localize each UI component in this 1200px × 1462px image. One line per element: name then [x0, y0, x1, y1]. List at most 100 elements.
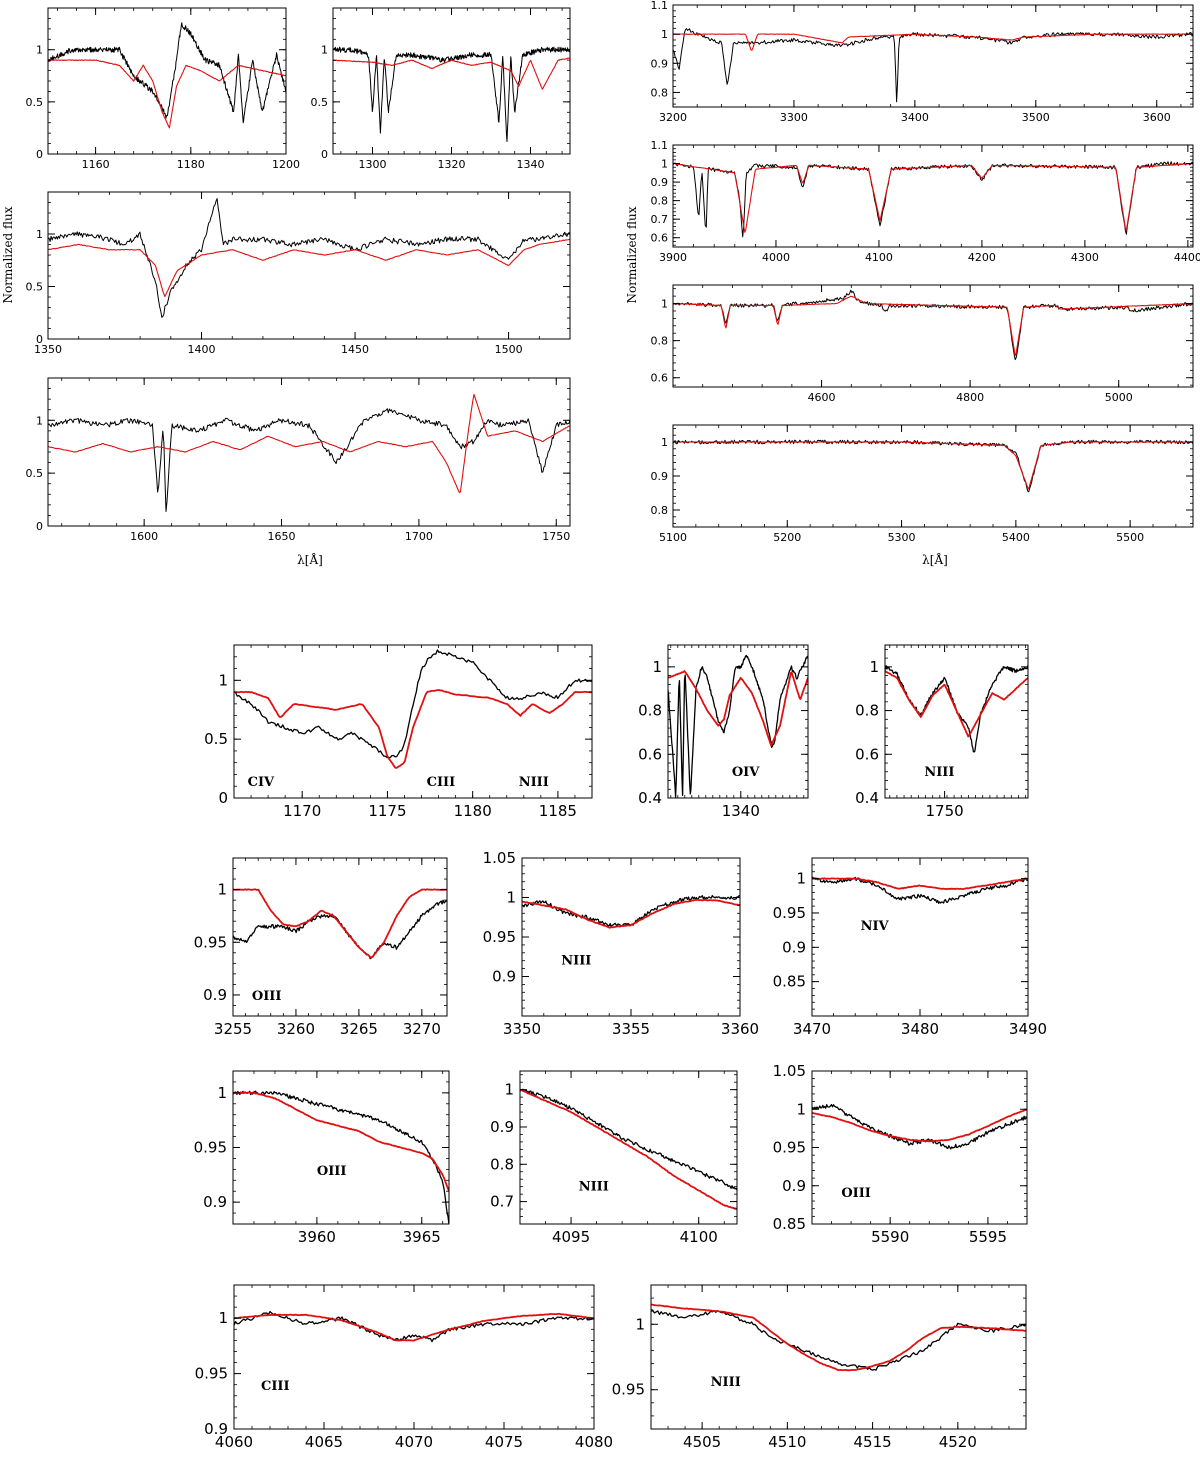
y-tick-label: 0.95 [773, 904, 806, 922]
model-spectrum-line [522, 898, 740, 929]
y-tick-label: 0.95 [194, 933, 227, 951]
panel-z-3265: 3255 3260 3265 3270 0.9 0.95 1 OIII [194, 857, 448, 1038]
panel-frame [47, 377, 571, 527]
model-spectrum-line [673, 162, 1193, 233]
panel-opt-c: 4600 4800 5000 0.6 0.8 1 [651, 284, 1194, 404]
panel-series [812, 876, 1028, 904]
observed-spectrum-line [885, 664, 1028, 753]
y-tick-label: 0.8 [651, 504, 669, 517]
model-spectrum-line [673, 33, 1193, 51]
panel-series [673, 28, 1193, 103]
x-tick-label: 4400 [1174, 251, 1200, 264]
x-tick-label: 3200 [659, 111, 687, 124]
panel-frame [667, 644, 809, 799]
y-tick-label: 0.95 [773, 1139, 806, 1157]
x-tick-label: 3600 [1143, 111, 1171, 124]
x-tick-label: 3300 [780, 111, 808, 124]
x-tick-label: 5300 [888, 531, 916, 544]
y-tick-label: 1 [661, 158, 668, 171]
observed-spectrum-line [234, 1310, 594, 1343]
y-tick-label: 0.5 [26, 281, 44, 294]
x-tick-label: 1340 [517, 158, 545, 171]
panel-frame [672, 4, 1194, 108]
panel-series [673, 439, 1193, 493]
x-tick-label: 4065 [305, 1433, 343, 1451]
y-tick-label: 1 [796, 1100, 806, 1118]
x-tick-label: 5100 [659, 531, 687, 544]
x-tick-label: 1300 [359, 158, 387, 171]
x-tick-label: 1450 [341, 343, 369, 356]
y-tick-label: 1 [217, 881, 227, 899]
y-tick-label: 0.5 [26, 96, 44, 109]
model-spectrum-line [812, 877, 1028, 891]
x-tick-label: 1180 [454, 802, 492, 820]
x-tick-label: 3260 [277, 1020, 315, 1038]
model-spectrum-line [673, 295, 1193, 357]
model-spectrum-line [48, 59, 286, 129]
panel-series [48, 198, 570, 318]
panel-z-5592: 5590 5595 0.85 0.9 0.95 1 1.05 OIII [773, 1062, 1028, 1246]
observed-spectrum-line [333, 46, 570, 142]
spectral-line-label: CIV [248, 775, 275, 790]
y-tick-label: 1 [506, 889, 516, 907]
x-tick-label: 4505 [683, 1433, 721, 1451]
observed-spectrum-line [48, 198, 570, 318]
x-tick-label: 1160 [82, 158, 110, 171]
x-tick-label: 3360 [721, 1020, 759, 1038]
y-tick-label: 0.5 [26, 467, 44, 480]
observed-spectrum-line [673, 439, 1193, 493]
spectral-line-label: NIV [861, 919, 890, 934]
x-tick-label: 4100 [865, 251, 893, 264]
y-tick-label: 0.9 [492, 968, 516, 986]
y-tick-label: 0.85 [773, 973, 806, 991]
x-tick-label: 1180 [177, 158, 205, 171]
model-spectrum-line [673, 441, 1193, 490]
x-tick-label: 5595 [969, 1228, 1007, 1246]
x-tick-label: 4075 [485, 1433, 523, 1451]
panel-z-4070: 4060 4065 4070 4075 4080 0.9 0.95 1 CIII [195, 1284, 613, 1451]
observed-spectrum-line [668, 654, 808, 798]
x-tick-label: 1350 [34, 343, 62, 356]
x-tick-label: 3500 [1022, 111, 1050, 124]
y-tick-label: 0.9 [490, 1118, 514, 1136]
y-tick-label: 1 [652, 658, 662, 676]
x-tick-label: 4080 [575, 1433, 613, 1451]
x-tick-label: 3350 [503, 1020, 541, 1038]
x-tick-label: 1500 [495, 343, 523, 356]
panel-frame [672, 424, 1194, 528]
y-tick-label: 1 [218, 1309, 228, 1327]
x-tick-label: 3490 [1009, 1020, 1047, 1038]
panel-z-1175: 1170 1175 1180 1185 0 0.5 1 CIV CIII NIII [204, 644, 593, 820]
model-spectrum-line [233, 1091, 449, 1192]
panel-series [48, 22, 286, 129]
x-tick-label: 5200 [773, 531, 801, 544]
model-spectrum-line [812, 1108, 1027, 1143]
x-tick-label: 1170 [283, 802, 321, 820]
observed-spectrum-line [48, 22, 286, 124]
x-tick-label: 4800 [956, 391, 984, 404]
x-tick-label: 4300 [1071, 251, 1099, 264]
panel-frame [884, 644, 1029, 799]
y-tick-label: 0 [218, 789, 228, 807]
y-tick-label: 0.6 [651, 232, 669, 245]
y-tick-label: 1 [869, 658, 879, 676]
x-tick-label: 4070 [395, 1433, 433, 1451]
observed-spectrum-line [673, 28, 1193, 103]
y-tick-label: 1 [635, 1315, 645, 1333]
panel-frame [47, 191, 571, 340]
y-tick-label: 0.95 [483, 928, 516, 946]
y-tick-label: 0.9 [651, 470, 669, 483]
x-tick-label: 1320 [438, 158, 466, 171]
x-tick-label: 3965 [403, 1228, 441, 1246]
x-tick-label: 5000 [1105, 391, 1133, 404]
y-tick-label: 1 [36, 44, 43, 57]
x-tick-label: 5400 [1002, 531, 1030, 544]
y-tick-label: 1 [661, 436, 668, 449]
panel-frame [232, 857, 448, 1017]
y-tick-label: 0 [36, 333, 43, 346]
panel-frame [672, 144, 1194, 248]
x-tick-label: 3470 [793, 1020, 831, 1038]
y-tick-label: 0.4 [638, 789, 662, 807]
y-tick-label: 0.9 [782, 1177, 806, 1195]
y-tick-label: 0.5 [311, 96, 329, 109]
